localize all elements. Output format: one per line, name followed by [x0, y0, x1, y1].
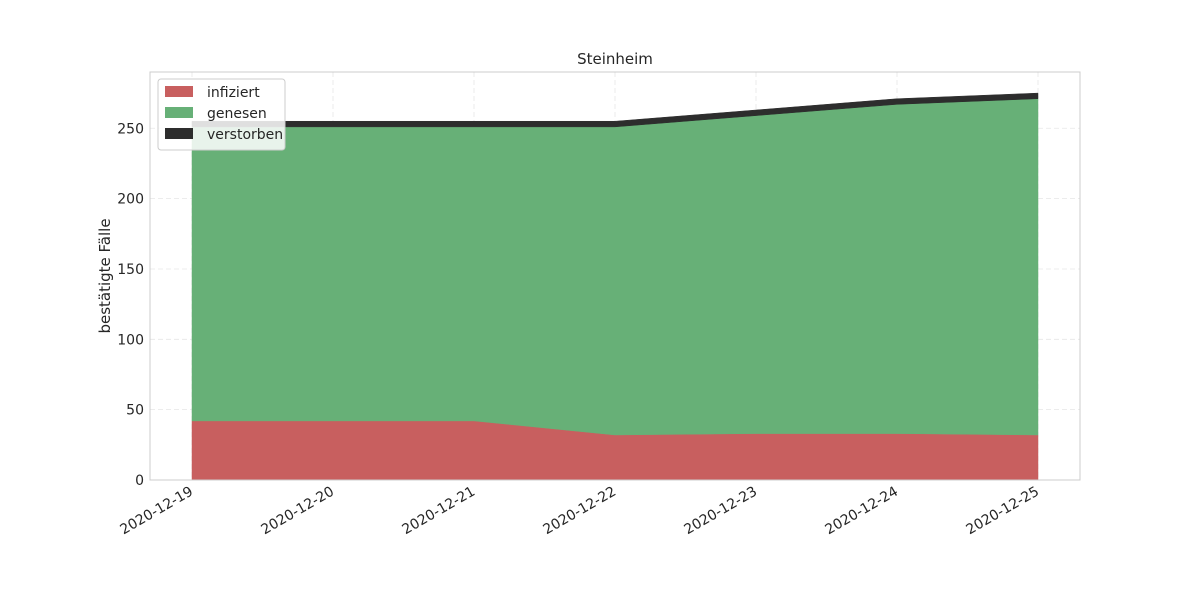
y-axis-ticks: 0 50 100 150 200 250	[117, 121, 144, 489]
y-axis-label: bestätigte Fälle	[96, 218, 114, 333]
y-tick-label: 200	[117, 192, 144, 208]
legend-label-genesen: genesen	[207, 106, 267, 122]
legend: infiziert genesen verstorben	[157, 78, 286, 151]
y-tick-label: 150	[117, 262, 144, 278]
legend-swatch-infiziert	[165, 86, 193, 97]
legend-label-verstorben: verstorben	[207, 127, 283, 143]
plot-frame	[149, 71, 1081, 481]
legend-swatch-genesen	[165, 107, 193, 118]
y-tick-label: 0	[135, 473, 144, 489]
legend-swatch-verstorben	[165, 128, 193, 139]
area-genesen	[191, 98, 1039, 436]
y-tick-label: 250	[117, 121, 144, 137]
y-tick-label: 100	[117, 332, 144, 348]
y-tick-label: 50	[126, 403, 144, 419]
legend-label-infiziert: infiziert	[207, 85, 260, 101]
chart-title: Steinheim	[577, 50, 653, 68]
area-series	[191, 92, 1039, 481]
